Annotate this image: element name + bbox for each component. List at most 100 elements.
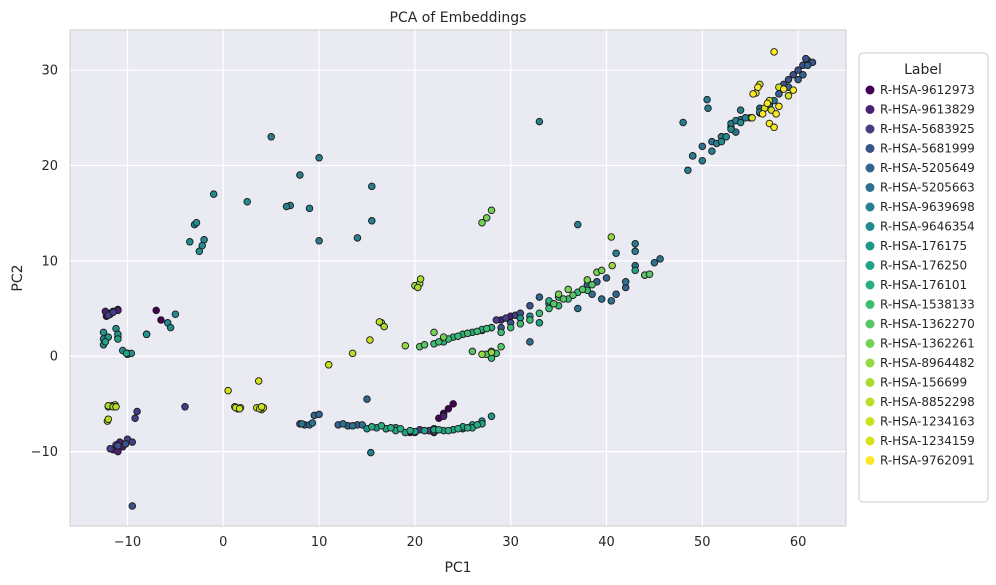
data-point [305,204,314,213]
data-point [650,258,659,267]
x-tick-label: 10 [311,535,328,550]
data-point [416,275,425,283]
legend-label: R-HSA-176250 [880,259,967,273]
data-point [679,118,687,127]
x-tick-label: 60 [790,535,807,550]
legend-marker [865,222,875,231]
legend-label: R-HSA-1362270 [880,317,975,331]
data-point [506,323,515,332]
data-point [684,166,692,174]
legend-frame [858,52,989,503]
data-point [645,270,654,278]
legend-label: R-HSA-9639698 [880,200,975,214]
data-point [574,304,582,313]
data-point [315,154,323,162]
data-point [779,85,788,93]
data-point [444,404,453,413]
data-point [171,310,180,318]
data-point [243,197,251,206]
data-point [749,90,757,98]
data-point [368,423,376,431]
data-point [348,422,357,430]
data-point [106,444,114,453]
data-point [209,190,218,198]
legend-marker [865,261,875,270]
x-tick-label: 0 [219,535,227,550]
data-point [198,241,206,250]
data-point [192,218,201,227]
legend-label: R-HSA-1538133 [880,298,975,312]
data-point [564,285,572,294]
legend-marker [865,202,875,212]
data-point [414,283,422,292]
x-tick-label: 40 [598,535,615,550]
y-tick-label: 20 [41,159,58,174]
data-point [578,285,587,294]
data-point [235,404,244,413]
data-point [195,247,204,256]
data-point [748,114,756,122]
data-point [468,347,477,356]
data-point [794,75,802,84]
legend-label: R-HSA-5681999 [880,142,975,156]
data-point [473,327,481,336]
data-point [473,421,481,429]
data-point [602,274,611,282]
data-point [444,426,453,435]
data-point [324,361,333,369]
legend-label: R-HSA-5205649 [880,161,975,175]
data-point [166,323,175,332]
data-point [526,338,534,346]
legend-label: R-HSA-176175 [880,239,967,253]
data-point [607,233,616,241]
data-point [377,422,386,430]
data-point [152,306,160,315]
legend-marker [865,436,875,446]
data-point [363,395,371,403]
y-tick-label: 0 [50,350,58,365]
data-point [526,301,534,310]
legend-items: R-HSA-9612973 R-HSA-9613829 R-HSA-5683925 R… [865,83,975,468]
x-axis-label: PC1 [444,560,471,576]
data-point [368,217,376,225]
legend-label: R-HSA-176101 [880,278,967,292]
y-tick-label: 30 [41,64,58,79]
data-point [516,320,525,328]
data-point [380,322,388,331]
data-points [99,48,817,510]
data-point [758,110,767,118]
data-point [588,280,596,289]
y-axis-label: PC2 [10,264,26,291]
legend-marker [865,358,875,368]
data-point [181,403,189,411]
legend-label: R-HSA-9613829 [880,103,975,117]
data-point [463,424,472,432]
data-point [770,48,778,56]
data-point [545,304,553,313]
data-point [439,412,448,421]
legend-marker [865,144,875,153]
data-point [366,336,374,344]
data-point [282,202,291,211]
data-point [569,291,577,299]
data-point [789,71,798,79]
data-point [114,442,122,450]
data-point [348,349,357,358]
data-point [597,266,606,275]
legend-label: R-HSA-8964482 [880,356,975,370]
x-tick-label: 30 [502,535,519,550]
data-point [802,54,810,63]
data-point [358,421,366,429]
data-point [597,295,606,303]
data-point [339,420,347,428]
data-point [487,206,496,215]
legend-label: R-HSA-9646354 [880,220,975,234]
data-point [406,426,414,435]
data-point [698,156,707,165]
data-point [535,319,544,327]
data-point [401,341,410,350]
legend-marker [865,163,875,173]
data-point [133,407,141,416]
data-point [789,86,798,94]
